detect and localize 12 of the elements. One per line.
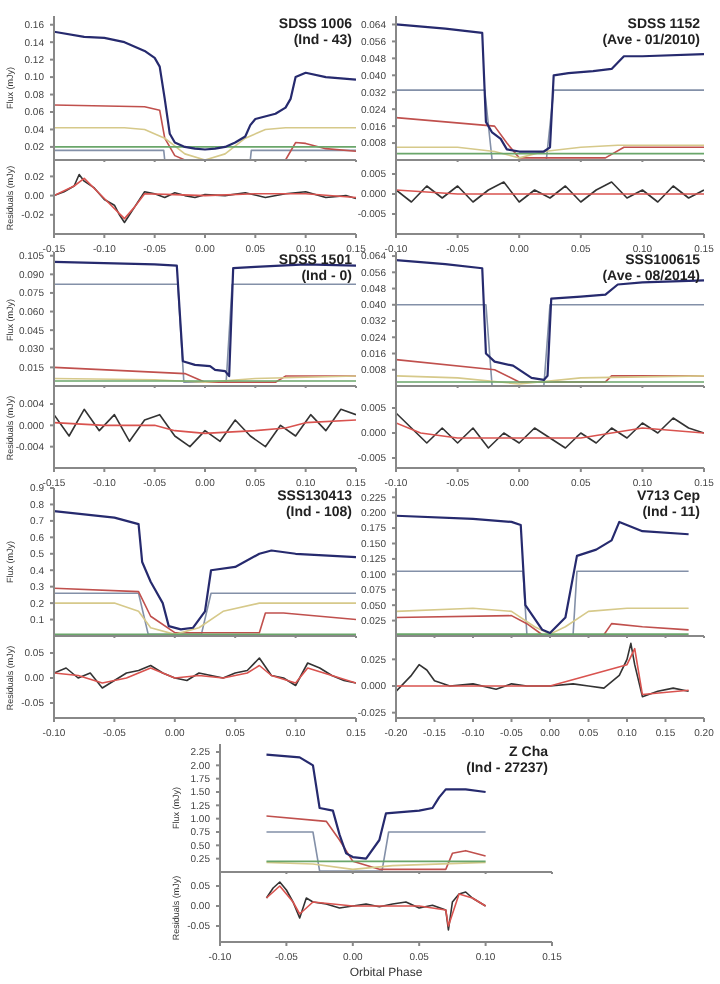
line-series [54,30,356,151]
line-series [396,607,690,635]
line-series [396,422,704,439]
line-series [54,408,356,448]
line-series [54,509,356,631]
line-series [54,657,356,689]
line-series [54,419,356,435]
line-series [396,412,704,449]
line-series [265,815,487,871]
line-series [396,181,704,203]
line-series [54,664,356,684]
line-series [265,753,487,860]
